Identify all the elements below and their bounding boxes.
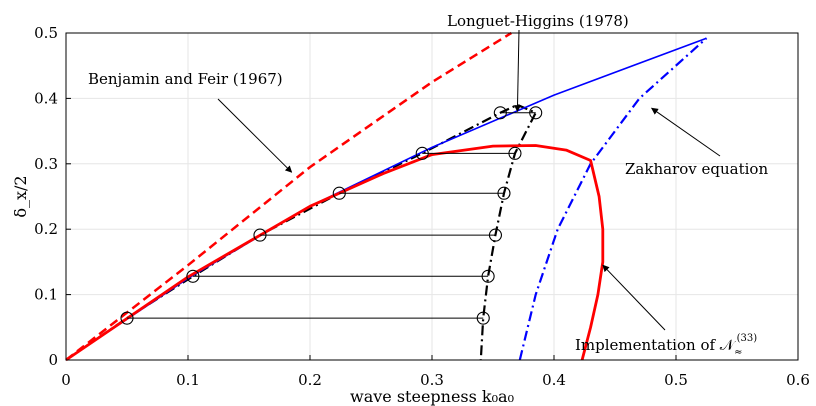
annotation-label: Zakharov equation: [625, 160, 768, 178]
x-tick-label: 0.3: [420, 371, 444, 389]
x-tick-label: 0: [61, 371, 71, 389]
annotation-superscript: (33): [737, 333, 758, 344]
annotation-arrow: [651, 107, 721, 157]
series-line: [65, 31, 512, 361]
marker-circle: [253, 228, 267, 242]
tick-labels: 0 0.1 0.2 0.3 0.4 0.5 0.6 0 0.1 0.2 0.3 0.4 0.5: [34, 24, 810, 389]
marker-circle: [120, 311, 134, 325]
annotation-arrow: [217, 98, 293, 173]
x-tick-label: 0.6: [786, 371, 810, 389]
y-tick-label: 0.2: [34, 220, 58, 238]
series-line: [518, 37, 708, 361]
annotation-subscript: ≈: [734, 347, 742, 358]
x-tick-label: 0.4: [542, 371, 566, 389]
y-tick-label: 0.4: [34, 89, 58, 107]
marker-circle: [481, 269, 495, 283]
x-tick-label: 0.2: [298, 371, 322, 389]
marker-circle: [488, 228, 502, 242]
annotation-arrow: [602, 264, 666, 331]
y-tick-label: 0.1: [34, 286, 58, 304]
y-tick-label: 0.5: [34, 24, 58, 42]
markers-layer: [120, 106, 543, 325]
grid: [66, 33, 798, 360]
y-tick-label: 0.3: [34, 155, 58, 173]
annotations: Longuet-Higgins (1978) Benjamin and Feir …: [88, 12, 768, 358]
marker-circle: [476, 311, 490, 325]
marker-circle: [497, 186, 511, 200]
marker-circle: [508, 146, 522, 160]
y-tick-label: 0: [48, 351, 58, 369]
x-tick-label: 0.5: [664, 371, 688, 389]
series-line: [65, 144, 605, 362]
y-axis-label: δ_x/2: [11, 175, 30, 217]
annotation-label: Implementation of 𝒩≈(33): [575, 333, 757, 358]
x-axis-label: wave steepness k₀a₀: [350, 387, 514, 406]
x-tick-label: 0.1: [176, 371, 200, 389]
marker-circle: [186, 269, 200, 283]
marker-circle: [529, 106, 543, 120]
annotation-label: Benjamin and Feir (1967): [88, 70, 283, 88]
marker-circle: [415, 146, 429, 160]
marker-circle: [493, 106, 507, 120]
annotation-label: Longuet-Higgins (1978): [447, 12, 629, 30]
annotation-arrow: [514, 29, 522, 113]
series-layer: [65, 31, 708, 362]
marker-circle: [332, 186, 346, 200]
series-line: [65, 103, 537, 361]
